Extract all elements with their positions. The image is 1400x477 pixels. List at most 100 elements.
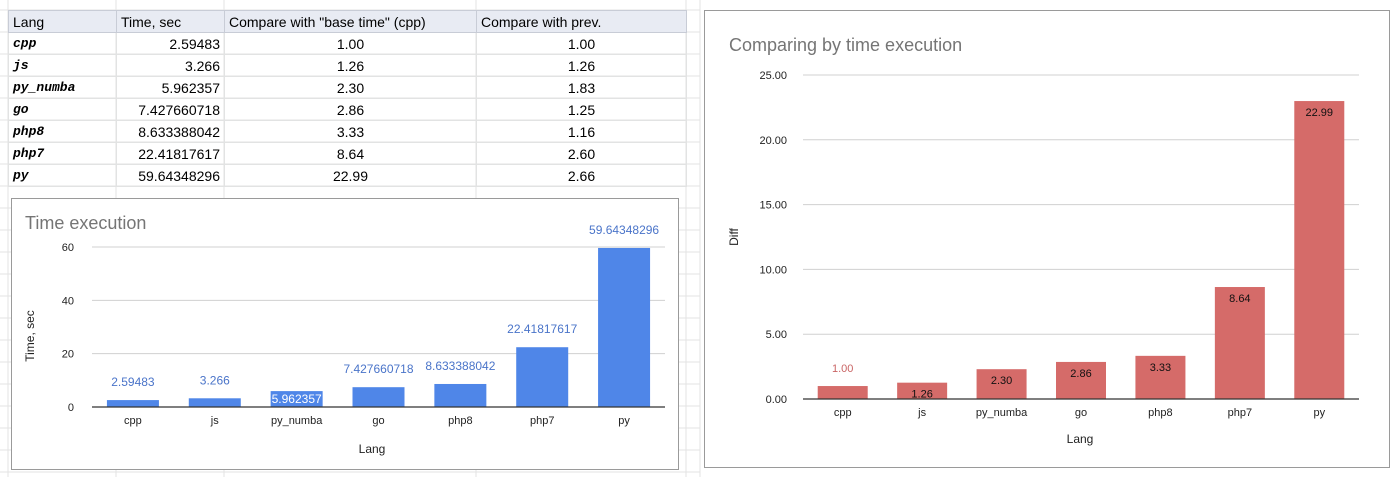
y-tick-label: 60 (62, 242, 74, 254)
cell-time[interactable]: 22.41817617 (116, 142, 225, 165)
bar[interactable] (1294, 101, 1345, 400)
cell-time[interactable]: 59.64348296 (116, 164, 225, 187)
cell-time[interactable]: 2.59483 (116, 32, 225, 55)
x-tick-label: php8 (1148, 407, 1172, 419)
cell-time[interactable]: 7.427660718 (116, 98, 225, 121)
table-header-row: Lang Time, sec Compare with "base time" … (8, 10, 687, 33)
cell-compare-base[interactable]: 2.86 (224, 98, 477, 121)
cell-compare-prev[interactable]: 1.26 (476, 54, 687, 77)
x-tick-label: py (618, 415, 630, 427)
bar[interactable] (1214, 287, 1265, 399)
cell-compare-prev[interactable]: 2.66 (476, 164, 687, 187)
bar[interactable] (817, 386, 868, 399)
cell-compare-prev[interactable]: 1.16 (476, 120, 687, 143)
cell-lang[interactable]: php8 (8, 120, 117, 143)
data-label: 2.86 (1070, 368, 1091, 380)
table-row: go 7.427660718 2.86 1.25 (8, 98, 687, 121)
header-compare-base[interactable]: Compare with "base time" (cpp) (224, 10, 477, 33)
data-label: 8.633388042 (425, 359, 495, 373)
cell-lang[interactable]: php7 (8, 142, 117, 165)
table-row: php8 8.633388042 3.33 1.16 (8, 120, 687, 143)
bar[interactable] (1056, 361, 1106, 399)
data-label: 7.427660718 (343, 362, 413, 376)
data-label: 59.64348296 (589, 223, 659, 237)
data-label: 22.41817617 (507, 322, 577, 336)
table-row: cpp 2.59483 1.00 1.00 (8, 32, 687, 55)
data-label: 5.962357 (272, 392, 322, 406)
cell-compare-prev[interactable]: 1.00 (476, 32, 687, 55)
cell-lang[interactable]: py (8, 164, 117, 187)
data-label: 1.26 (911, 389, 932, 401)
chart-title: Comparing by time execution (729, 35, 962, 55)
y-tick-label: 0 (68, 402, 74, 414)
cell-lang[interactable]: js (8, 54, 117, 77)
cell-compare-base[interactable]: 3.33 (224, 120, 477, 143)
bar[interactable] (106, 400, 159, 407)
table-row: py_numba 5.962357 2.30 1.83 (8, 76, 687, 99)
cell-compare-prev[interactable]: 1.25 (476, 98, 687, 121)
bar[interactable] (434, 383, 487, 407)
bar[interactable] (976, 369, 1027, 399)
x-tick-label: py_numba (976, 407, 1028, 419)
bar[interactable] (516, 347, 569, 407)
y-tick-label: 15.00 (759, 200, 787, 212)
x-tick-label: py (1313, 407, 1325, 419)
y-axis-title: Diff (727, 227, 741, 245)
x-tick-label: cpp (124, 415, 142, 427)
data-label: 3.33 (1150, 362, 1171, 374)
data-label: 8.64 (1229, 293, 1250, 305)
x-axis-title: Lang (359, 442, 386, 456)
cell-lang[interactable]: cpp (8, 32, 117, 55)
table-row: py 59.64348296 22.99 2.66 (8, 164, 687, 187)
cell-compare-base[interactable]: 8.64 (224, 142, 477, 165)
bar[interactable] (188, 398, 241, 407)
data-label: 2.59483 (111, 375, 155, 389)
cell-compare-base[interactable]: 22.99 (224, 164, 477, 187)
cell-time[interactable]: 8.633388042 (116, 120, 225, 143)
table-row: php7 22.41817617 8.64 2.60 (8, 142, 687, 165)
bar[interactable] (1135, 355, 1186, 399)
cell-compare-prev[interactable]: 1.83 (476, 76, 687, 99)
cell-lang[interactable]: py_numba (8, 76, 117, 99)
time-execution-chart-svg: Time execution Time, sec Lang 0 20 40 60 cpp… (23, 213, 665, 456)
cell-compare-base[interactable]: 2.30 (224, 76, 477, 99)
bar[interactable] (352, 387, 405, 407)
cell-lang[interactable]: go (8, 98, 117, 121)
header-compare-prev[interactable]: Compare with prev. (476, 10, 687, 33)
y-tick-label: 0.00 (766, 394, 787, 406)
comparing-chart[interactable]: Comparing by time execution Diff Lang 0.… (704, 10, 1390, 468)
x-tick-label: go (372, 415, 384, 427)
y-tick-label: 25.00 (759, 70, 787, 82)
cell-compare-base[interactable]: 1.00 (224, 32, 477, 55)
x-tick-label: php7 (1228, 407, 1252, 419)
x-axis-title: Lang (1067, 432, 1094, 446)
comparing-chart-svg: Comparing by time execution Diff Lang 0.… (727, 35, 1359, 446)
header-time[interactable]: Time, sec (116, 10, 225, 33)
cell-time[interactable]: 5.962357 (116, 76, 225, 99)
data-label: 22.99 (1306, 107, 1334, 119)
y-tick-label: 10.00 (759, 264, 787, 276)
x-tick-label: js (210, 415, 219, 427)
x-tick-label: js (917, 407, 926, 419)
data-label: 1.00 (832, 363, 853, 375)
bar[interactable] (897, 382, 948, 399)
bar[interactable] (270, 391, 323, 407)
time-execution-chart[interactable]: Time execution Time, sec Lang 0 20 40 60 cpp… (11, 198, 679, 470)
y-tick-label: 5.00 (766, 329, 787, 341)
data-label: 2.30 (991, 375, 1012, 387)
x-tick-label: py_numba (271, 415, 323, 427)
header-lang[interactable]: Lang (8, 10, 117, 33)
data-table: Lang Time, sec Compare with "base time" … (8, 10, 687, 187)
y-tick-label: 20 (62, 349, 74, 361)
y-tick-label: 20.00 (759, 135, 787, 147)
cell-compare-base[interactable]: 1.26 (224, 54, 477, 77)
data-label: 3.266 (200, 373, 230, 387)
table-row: js 3.266 1.26 1.26 (8, 54, 687, 77)
cell-time[interactable]: 3.266 (116, 54, 225, 77)
x-tick-label: go (1075, 407, 1087, 419)
y-tick-label: 40 (62, 295, 74, 307)
y-axis-title: Time, sec (23, 310, 37, 362)
bar[interactable] (598, 247, 651, 407)
cell-compare-prev[interactable]: 2.60 (476, 142, 687, 165)
x-tick-label: cpp (834, 407, 852, 419)
